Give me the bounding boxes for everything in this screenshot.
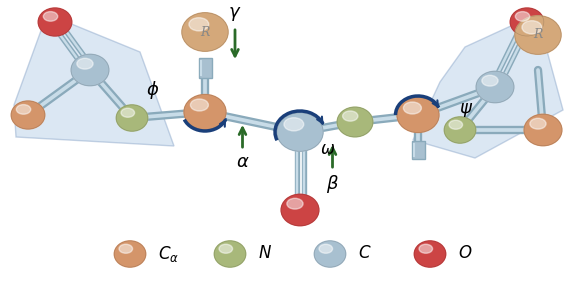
- Text: $\psi$: $\psi$: [459, 101, 473, 119]
- Ellipse shape: [121, 108, 135, 117]
- Text: $\gamma$: $\gamma$: [228, 5, 242, 23]
- Ellipse shape: [515, 16, 561, 54]
- Ellipse shape: [281, 194, 319, 226]
- Ellipse shape: [522, 21, 542, 34]
- Text: $\alpha$: $\alpha$: [236, 153, 249, 171]
- Ellipse shape: [277, 113, 323, 151]
- Ellipse shape: [116, 105, 148, 131]
- Ellipse shape: [482, 75, 498, 86]
- Text: R: R: [533, 29, 543, 41]
- Ellipse shape: [449, 120, 463, 129]
- FancyBboxPatch shape: [199, 58, 212, 78]
- Ellipse shape: [530, 118, 546, 129]
- Ellipse shape: [16, 105, 31, 114]
- Ellipse shape: [71, 54, 109, 86]
- Ellipse shape: [191, 99, 208, 111]
- Ellipse shape: [114, 241, 146, 267]
- Ellipse shape: [219, 244, 232, 253]
- Ellipse shape: [397, 98, 439, 133]
- Ellipse shape: [415, 241, 446, 267]
- Text: R: R: [201, 26, 210, 39]
- Text: $\beta$: $\beta$: [326, 173, 339, 195]
- Ellipse shape: [419, 244, 433, 253]
- Ellipse shape: [119, 244, 132, 253]
- Ellipse shape: [445, 117, 476, 143]
- Ellipse shape: [343, 111, 358, 121]
- Ellipse shape: [189, 18, 209, 31]
- Ellipse shape: [287, 198, 303, 209]
- Ellipse shape: [403, 102, 422, 114]
- Ellipse shape: [314, 241, 346, 267]
- Ellipse shape: [337, 107, 373, 137]
- Ellipse shape: [515, 11, 530, 21]
- Ellipse shape: [184, 94, 226, 129]
- Text: $C$: $C$: [358, 245, 372, 263]
- Ellipse shape: [284, 118, 304, 131]
- FancyBboxPatch shape: [412, 141, 425, 159]
- Ellipse shape: [524, 114, 562, 146]
- Polygon shape: [413, 14, 563, 158]
- Text: $N$: $N$: [258, 245, 272, 263]
- Text: $\phi$: $\phi$: [146, 79, 160, 101]
- Ellipse shape: [38, 8, 72, 36]
- Ellipse shape: [476, 71, 514, 103]
- Ellipse shape: [182, 13, 228, 51]
- Ellipse shape: [77, 58, 93, 69]
- Text: $\omega$: $\omega$: [320, 141, 336, 158]
- Ellipse shape: [44, 11, 58, 21]
- Ellipse shape: [510, 8, 544, 36]
- Ellipse shape: [11, 101, 45, 129]
- Polygon shape: [14, 14, 174, 146]
- Text: $O$: $O$: [458, 245, 472, 263]
- Text: $C_{\alpha}$: $C_{\alpha}$: [158, 244, 179, 264]
- Ellipse shape: [319, 244, 333, 253]
- Ellipse shape: [214, 241, 246, 267]
